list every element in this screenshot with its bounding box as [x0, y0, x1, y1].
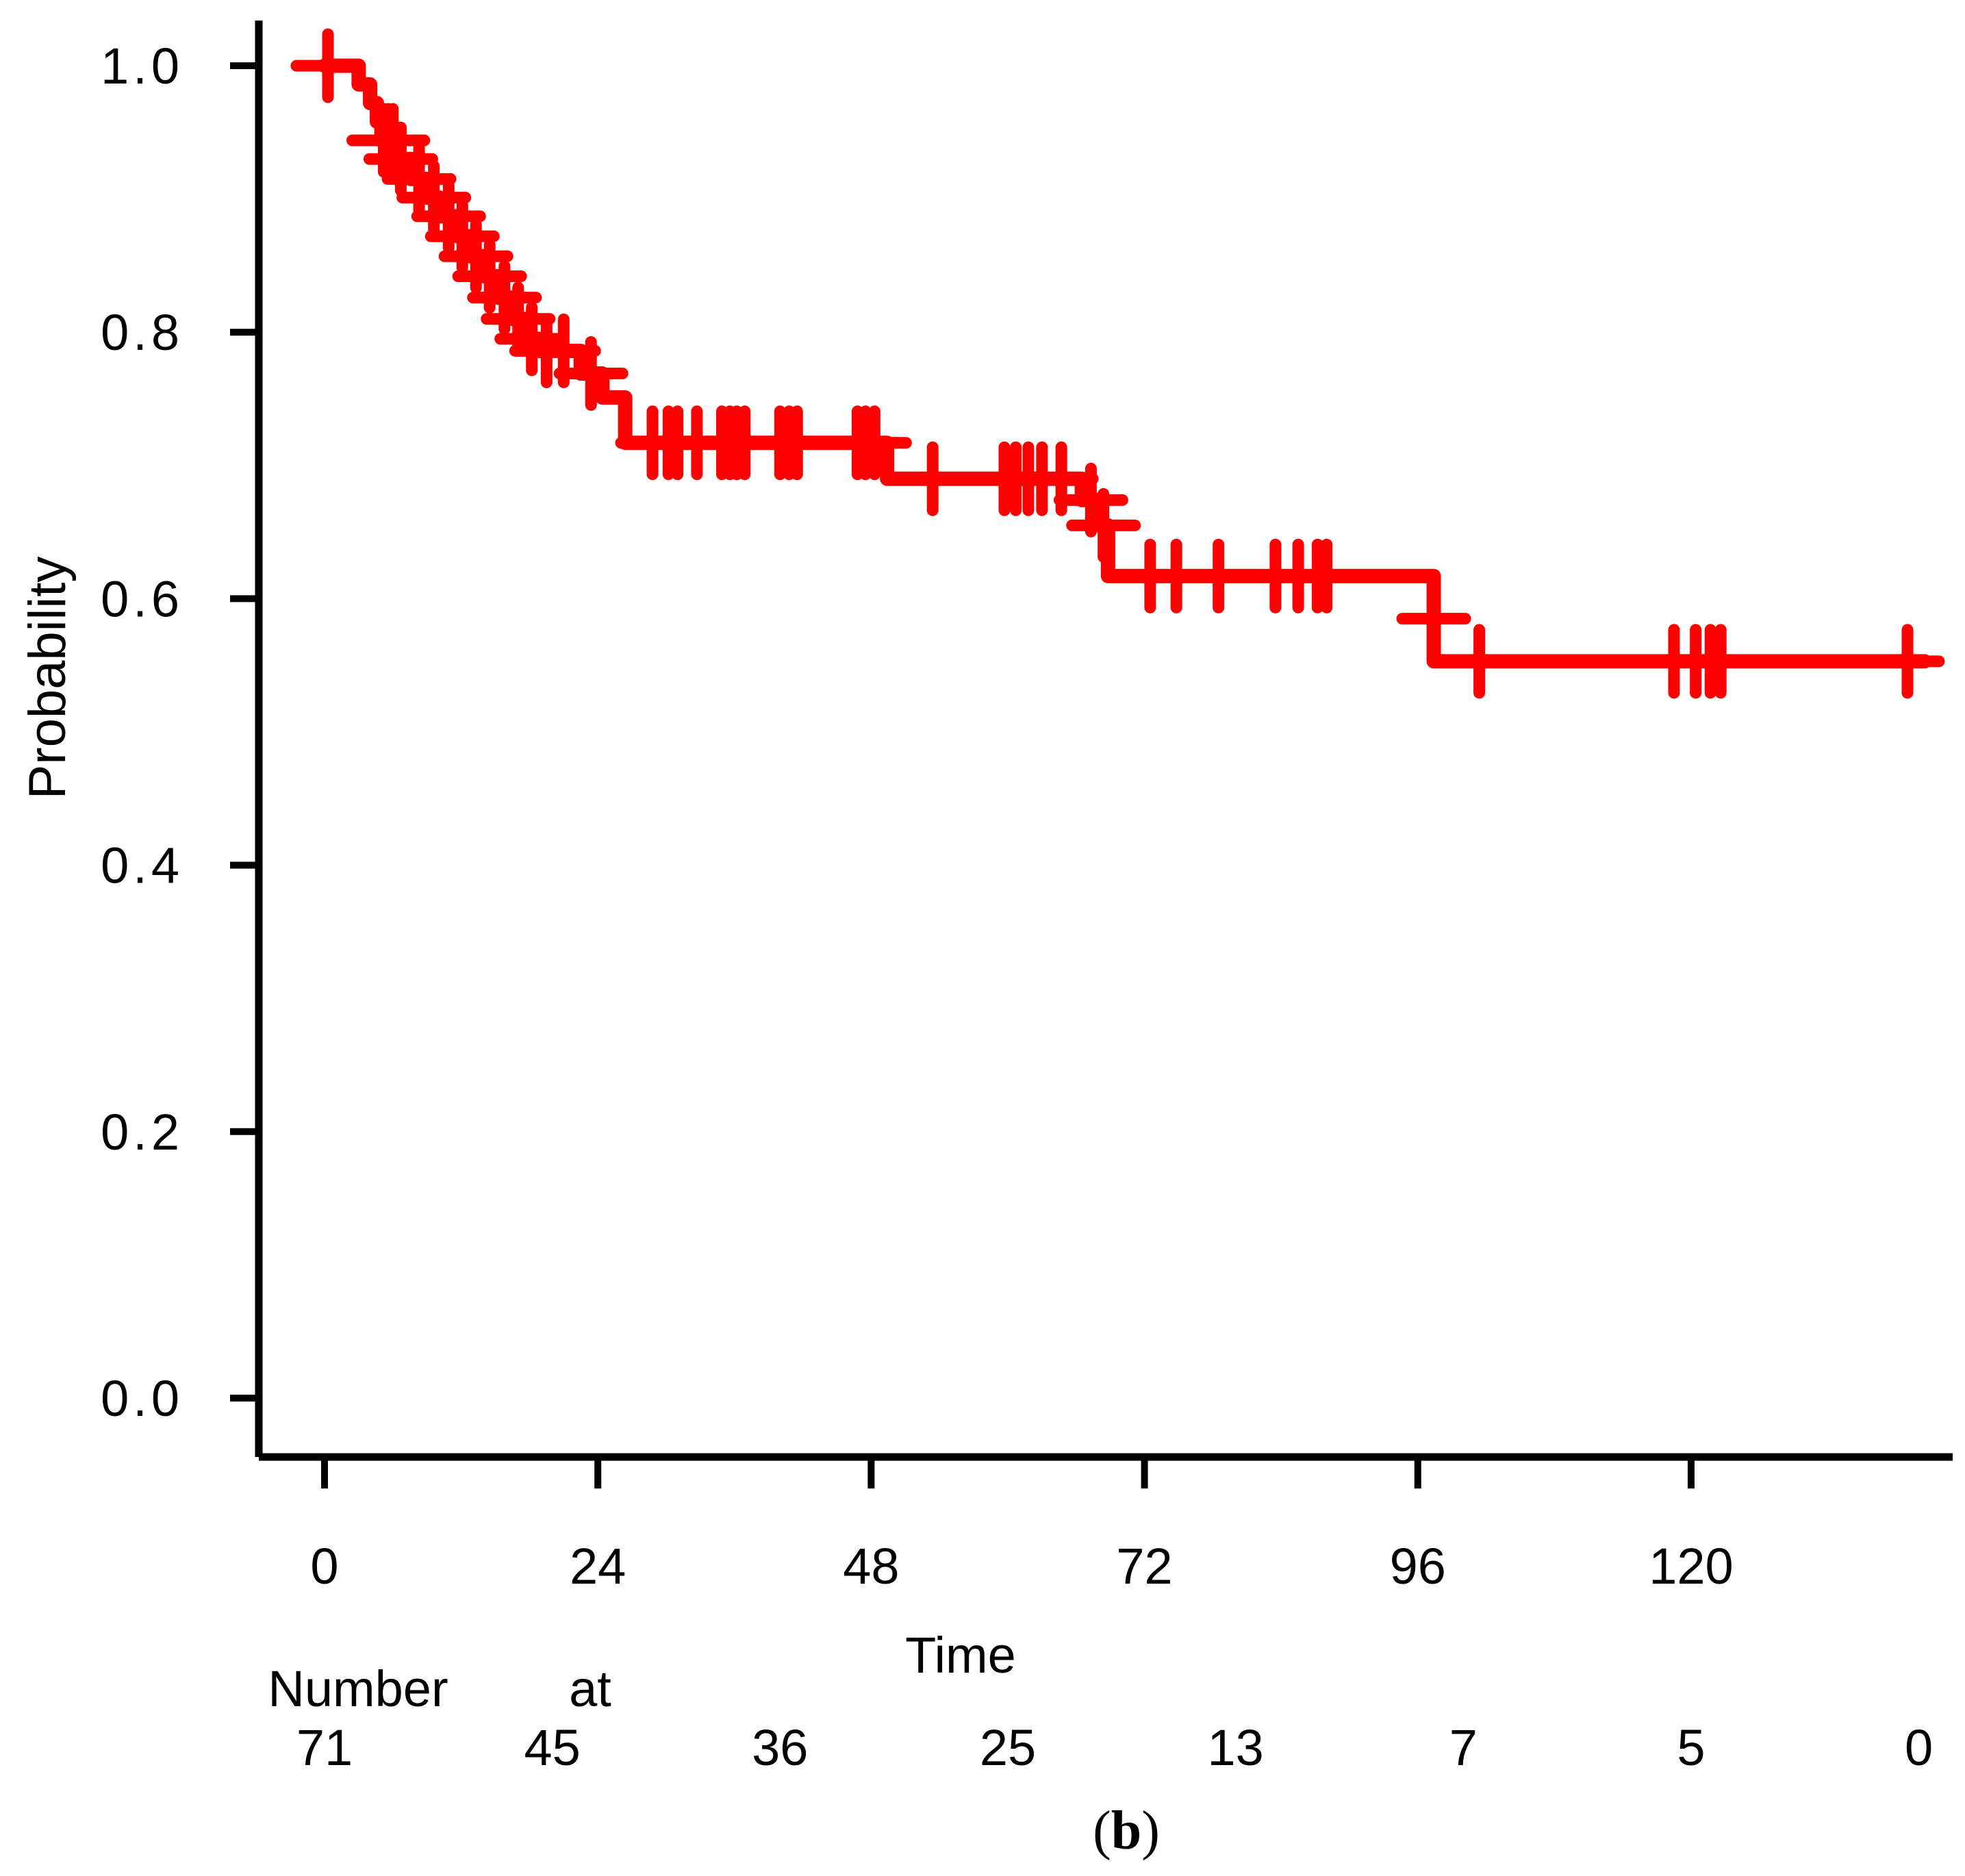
censor-mark: [1396, 581, 1471, 657]
censor-mark: [759, 405, 835, 481]
y-axis-title: Probability: [18, 557, 77, 800]
caption-letter: b: [1111, 1801, 1142, 1861]
censor-mark: [1683, 624, 1758, 699]
y-tick-label: 1.0: [101, 38, 183, 94]
risk-count: 45: [524, 1719, 581, 1776]
risk-table-label-at: at: [569, 1660, 611, 1717]
risk-count: 71: [296, 1719, 353, 1776]
censor-mark: [494, 301, 570, 377]
risk-count: 36: [752, 1719, 808, 1776]
censor-mark: [837, 405, 912, 481]
risk-count: 7: [1449, 1719, 1478, 1776]
y-tick-label: 0.4: [101, 837, 183, 894]
figure-caption: (b): [1093, 1801, 1160, 1861]
caption-open-paren: (: [1093, 1801, 1111, 1861]
y-tick-labels: 1.0 0.8 0.6 0.4 0.2 0.0: [101, 38, 183, 1427]
censor-mark: [553, 336, 629, 411]
caption-close-paren: ): [1141, 1801, 1160, 1861]
censor-mark: [1442, 624, 1517, 699]
y-tick-label: 0.6: [101, 570, 183, 627]
risk-count: 5: [1677, 1719, 1705, 1776]
censor-mark: [1066, 487, 1141, 563]
risk-count: 25: [980, 1719, 1036, 1776]
y-tick-label: 0.2: [101, 1104, 183, 1161]
x-tick-labels: 0 24 48 72 96 120: [310, 1538, 1733, 1595]
risk-table-label-number: Number: [268, 1660, 448, 1717]
censor-mark: [1289, 538, 1365, 613]
y-tick-label: 0.0: [101, 1370, 183, 1427]
x-tick-label: 120: [1649, 1538, 1733, 1595]
axes: [230, 21, 1953, 1488]
x-tick-label: 0: [310, 1538, 338, 1595]
x-tick-label: 96: [1390, 1538, 1446, 1595]
risk-table-counts: 71 45 36 25 13 7 5 0: [296, 1719, 1933, 1776]
x-axis-title: Time: [905, 1627, 1016, 1684]
censor-mark: [895, 441, 970, 516]
x-tick-label: 24: [570, 1538, 626, 1595]
x-tick-label: 72: [1116, 1538, 1172, 1595]
censor-marks: [290, 28, 1945, 699]
x-tick-label: 48: [843, 1538, 899, 1595]
censor-mark: [290, 28, 366, 103]
risk-count: 13: [1207, 1719, 1263, 1776]
censor-mark: [1870, 624, 1945, 699]
y-tick-label: 0.8: [101, 304, 183, 361]
risk-count: 0: [1905, 1719, 1933, 1776]
